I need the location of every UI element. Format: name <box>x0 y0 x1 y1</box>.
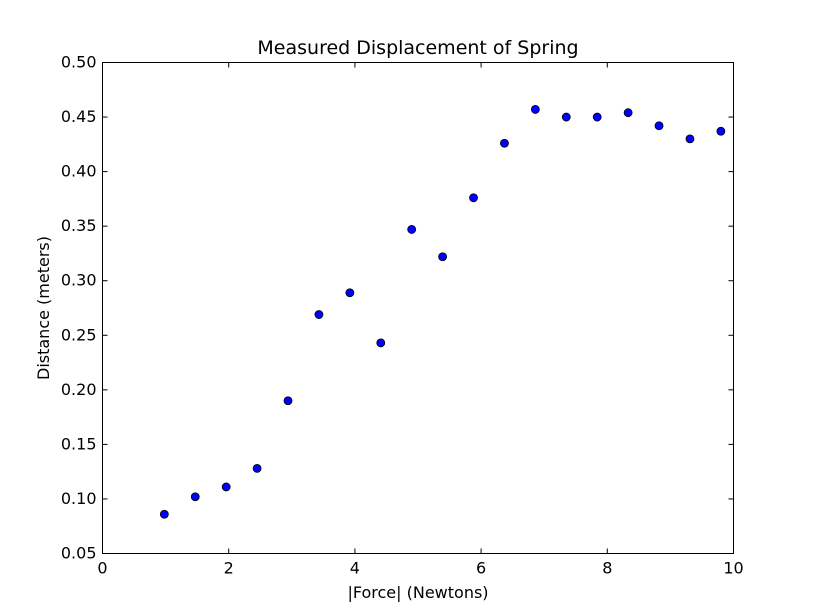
data-point <box>654 121 664 131</box>
y-tick-label: 0.05 <box>61 544 97 563</box>
data-point <box>407 225 417 234</box>
plot-frame <box>102 62 734 554</box>
y-tick-label: 0.20 <box>61 380 97 399</box>
x-tick-label: 0 <box>97 559 107 578</box>
data-point <box>221 482 231 492</box>
data-point <box>500 138 509 148</box>
x-tick-label: 2 <box>224 559 234 578</box>
data-point <box>685 134 695 144</box>
data-points <box>159 105 726 519</box>
data-point <box>376 338 386 348</box>
data-point <box>252 463 262 473</box>
data-point <box>314 310 324 319</box>
y-axis-label: Distance (meters) <box>34 236 53 380</box>
data-point <box>592 112 602 122</box>
data-point <box>345 288 355 298</box>
axis-ticks: 0 2 4 6 8 10 0.05 0.10 0.15 0.20 0.25 0.30 0.35 0.40 0… <box>61 53 744 578</box>
y-tick-label: 0.30 <box>61 271 97 290</box>
data-point <box>190 492 200 502</box>
x-tick-label: 8 <box>602 559 612 578</box>
data-point <box>561 112 571 122</box>
y-tick-label: 0.10 <box>61 489 97 508</box>
chart-title: Measured Displacement of Spring <box>257 37 578 59</box>
data-point <box>530 105 540 114</box>
data-point <box>469 193 478 203</box>
data-point <box>623 108 633 118</box>
data-point <box>716 126 726 136</box>
y-tick-label: 0.50 <box>61 53 97 72</box>
x-tick-label: 6 <box>476 559 486 578</box>
data-point <box>283 396 293 406</box>
x-tick-label: 10 <box>723 559 743 578</box>
x-tick-label: 4 <box>350 559 360 578</box>
x-axis-label: |Force| (Newtons) <box>347 583 488 602</box>
y-tick-label: 0.15 <box>61 434 97 453</box>
y-tick-label: 0.40 <box>61 162 97 181</box>
y-tick-label: 0.45 <box>61 107 97 126</box>
data-point <box>159 509 169 519</box>
data-point <box>438 252 448 262</box>
y-tick-label: 0.35 <box>61 216 97 235</box>
y-tick-label: 0.25 <box>61 325 97 344</box>
